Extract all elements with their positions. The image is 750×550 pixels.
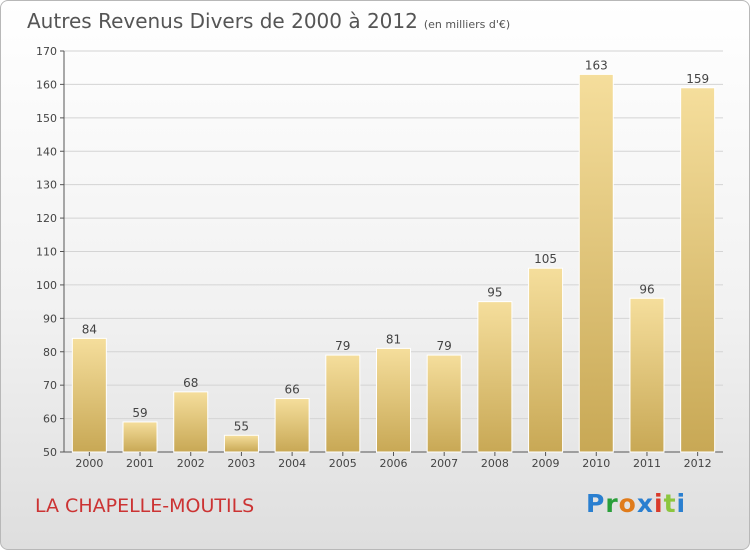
chart-subtitle: (en milliers d'€) [423,18,511,31]
logo-letter: x [636,489,654,518]
bar [680,87,716,453]
bar-value-label: 66 [284,383,299,397]
x-tick-label: 2010 [582,457,610,470]
logo-letter: i [654,489,664,518]
bar-value-label: 55 [234,419,249,433]
y-tick-label: 170 [36,45,57,58]
y-tick-label: 50 [43,446,57,459]
bar [629,297,665,453]
logo-letter: P [586,489,606,518]
x-tick-label: 2000 [75,457,103,470]
bar [528,267,564,453]
x-tick-label: 2006 [380,457,408,470]
bar [477,301,513,453]
chart-title-block: Autres Revenus Divers de 2000 à 2012 (en … [27,9,510,33]
y-tick-label: 80 [43,346,57,359]
x-tick-label: 2007 [430,457,458,470]
bar [426,354,462,453]
logo-letter: r [605,489,619,518]
y-tick-label: 140 [36,145,57,158]
y-tick-label: 150 [36,112,57,125]
x-tick-label: 2005 [329,457,357,470]
bar-value-label: 68 [183,376,198,390]
y-tick-label: 120 [36,212,57,225]
x-tick-label: 2009 [532,457,560,470]
y-tick-label: 160 [36,78,57,91]
bar-value-label: 163 [585,58,608,72]
bar [376,347,411,453]
bar-value-label: 59 [132,406,147,420]
chart-title: Autres Revenus Divers de 2000 à 2012 [27,9,418,33]
y-tick-label: 130 [36,179,57,192]
bar-value-label: 84 [82,322,97,336]
x-tick-label: 2004 [278,457,306,470]
x-tick-label: 2003 [227,457,255,470]
y-tick-label: 100 [36,279,57,292]
x-tick-label: 2002 [177,457,205,470]
bar [325,354,361,453]
bar [173,391,209,453]
bar-value-label: 95 [487,286,502,300]
bar [122,421,158,453]
bar-value-label: 105 [534,252,557,266]
logo-letter: t [663,489,677,518]
bar-value-label: 96 [639,282,654,296]
commune-name: LA CHAPELLE-MOUTILS [35,495,255,517]
logo-letter: o [618,489,637,518]
bar [223,434,259,453]
y-tick-label: 60 [43,413,57,426]
bar [71,337,107,453]
proxiti-logo: Proxiti [586,489,686,518]
bar-value-label: 81 [386,332,401,346]
logo-letter: i [676,489,687,518]
y-tick-label: 70 [43,379,57,392]
x-tick-label: 2012 [684,457,712,470]
bar-value-label: 79 [335,339,350,353]
y-tick-label: 90 [43,312,57,325]
bar [578,73,614,453]
y-tick-label: 110 [36,246,57,259]
bar [274,398,310,453]
bar-value-label: 79 [437,339,452,353]
x-tick-label: 2001 [126,457,154,470]
bar-value-label: 159 [686,72,709,86]
x-tick-label: 2011 [633,457,661,470]
x-tick-label: 2008 [481,457,509,470]
